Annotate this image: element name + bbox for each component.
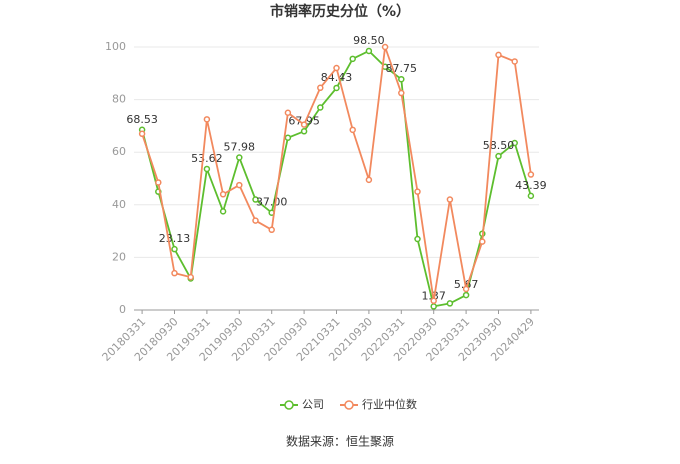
point <box>138 130 146 138</box>
point <box>430 303 437 310</box>
point <box>511 58 518 65</box>
point <box>462 291 470 299</box>
point <box>155 179 162 186</box>
point <box>430 297 437 305</box>
point <box>462 285 470 293</box>
data-label: 23.13 <box>159 232 191 245</box>
legend-label: 公司 <box>302 398 324 411</box>
data-label: 57.98 <box>224 141 256 154</box>
y-tick-label: 60 <box>112 145 126 158</box>
point <box>252 217 259 224</box>
point <box>398 89 405 97</box>
point <box>414 188 421 195</box>
data-label: 43.39 <box>515 179 547 192</box>
point <box>398 75 405 83</box>
legend-marker <box>344 400 354 410</box>
point <box>381 43 389 51</box>
point <box>171 245 178 253</box>
point <box>365 47 373 55</box>
point <box>300 121 308 128</box>
point <box>317 84 324 92</box>
point <box>284 109 292 116</box>
data-label: 84.43 <box>321 71 353 84</box>
point <box>236 181 243 189</box>
point <box>171 269 178 277</box>
point <box>527 192 535 200</box>
legend-label: 行业中位数 <box>362 397 417 411</box>
data-label: 68.53 <box>126 113 158 126</box>
data-label: 53.62 <box>191 152 223 165</box>
point <box>446 300 454 307</box>
point <box>203 116 211 123</box>
source: 数据来源：恒生聚源 <box>286 434 394 449</box>
point <box>317 104 324 111</box>
y-tick-label: 80 <box>112 93 126 106</box>
point <box>219 191 227 198</box>
y-tick-label: 0 <box>119 303 126 316</box>
point <box>527 171 535 178</box>
point <box>300 128 308 135</box>
data-label: 98.50 <box>353 34 385 47</box>
y-tick-label: 100 <box>105 40 126 53</box>
point <box>511 139 518 147</box>
point <box>365 176 373 184</box>
point <box>187 273 194 281</box>
data-label: 37.00 <box>256 196 288 209</box>
point <box>203 165 211 173</box>
point <box>236 154 243 161</box>
point <box>349 55 356 63</box>
point <box>414 235 421 243</box>
y-tick-label: 20 <box>112 250 126 263</box>
point <box>268 226 275 234</box>
point <box>446 196 454 203</box>
point <box>333 84 340 92</box>
y-tick-label: 40 <box>112 198 126 211</box>
point <box>349 126 356 134</box>
point <box>495 51 502 59</box>
data-label: 58.50 <box>483 139 515 152</box>
point <box>479 238 486 245</box>
point <box>333 64 340 72</box>
chart-title: 市销率历史分位（%） <box>270 3 410 20</box>
data-label: 67.95 <box>288 114 320 127</box>
point <box>284 134 292 141</box>
point <box>219 208 227 215</box>
point <box>252 196 259 203</box>
point <box>495 152 502 160</box>
legend-marker <box>284 400 294 410</box>
